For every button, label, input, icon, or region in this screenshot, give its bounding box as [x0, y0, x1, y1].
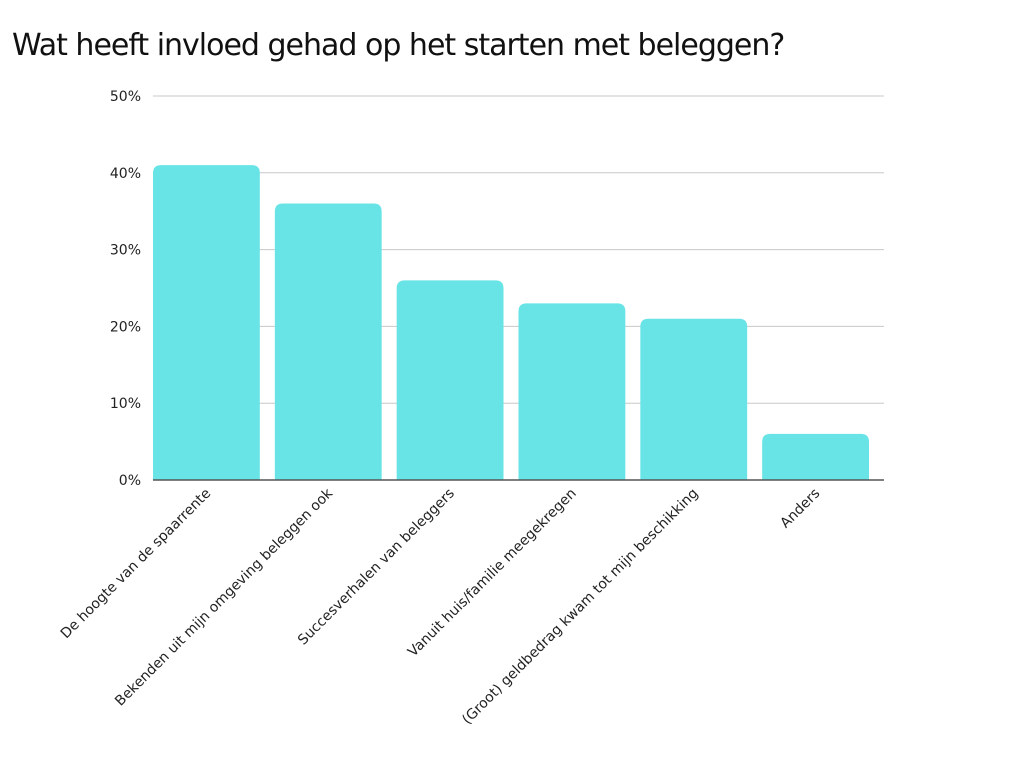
- y-tick-label: 0%: [119, 473, 141, 489]
- bars: [153, 165, 869, 480]
- y-tick-label: 30%: [110, 243, 141, 259]
- bar: [762, 433, 869, 480]
- bar: [153, 165, 260, 480]
- bar: [396, 280, 504, 480]
- category-label: Anders: [777, 486, 823, 532]
- y-tick-label: 40%: [110, 166, 141, 182]
- y-tick-label: 20%: [110, 319, 141, 335]
- category-label: (Groot) geldbedrag kwam tot mijn beschik…: [459, 486, 701, 728]
- bar: [518, 303, 626, 480]
- category-label: Bekenden uit mijn omgeving beleggen ook: [112, 485, 337, 710]
- y-tick-label: 50%: [110, 89, 141, 105]
- y-tick-labels: 0% 10% 20% 30% 40% 50%: [110, 89, 141, 489]
- bar: [640, 318, 748, 480]
- chart-title: Wat heeft invloed gehad op het starten m…: [12, 28, 785, 63]
- y-tick-label: 10%: [110, 396, 141, 412]
- bar: [274, 203, 382, 480]
